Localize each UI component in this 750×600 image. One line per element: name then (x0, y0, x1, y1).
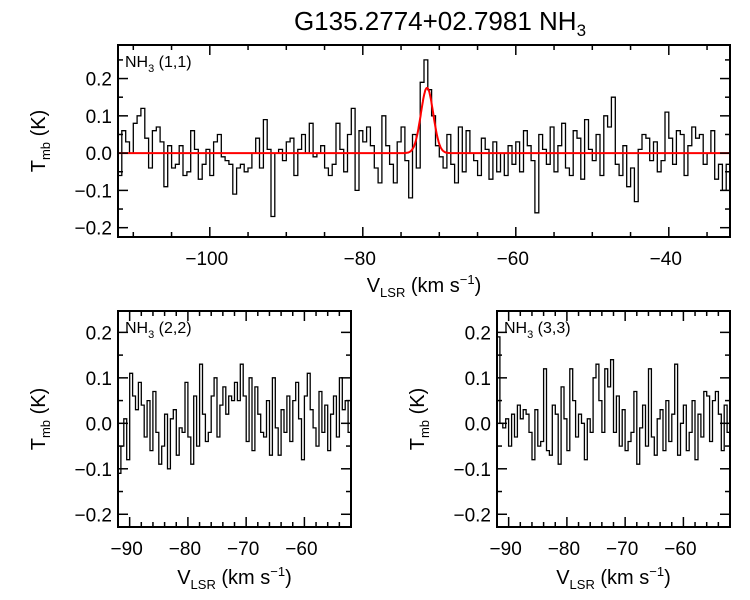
y-axis-label-sub: mb (38, 142, 53, 160)
panel-nh3-33: −90 −80 −70 −60 −0.2 −0.1 0.0 0.1 0.2 NH3 (3,3) VL… (407, 310, 731, 592)
panel-label-main: NH (125, 320, 148, 337)
x-axis-label-sup: −1 (270, 564, 285, 579)
panel-label-sub: 3 (527, 329, 533, 341)
x-axis-label: VLSR (km s−1) (367, 272, 482, 300)
y-axis-label-main: T (28, 438, 50, 450)
y-tick-label: −0.2 (74, 219, 112, 240)
y-tick-label: 0.1 (86, 369, 112, 390)
x-tick-label: −40 (650, 249, 682, 270)
x-tick-label: −80 (169, 539, 201, 560)
y-axis-label-main: T (407, 438, 429, 450)
panel-label-sub: 3 (148, 63, 154, 75)
y-axis-label: Tmb (K) (28, 388, 53, 451)
y-tick-label: 0.2 (86, 323, 112, 344)
x-axis-label-unit: (km s (595, 567, 649, 589)
x-tick-label: −100 (185, 249, 228, 270)
panel-nh3-11: −100 −80 −60 −40 −0.2 −0.1 0.0 0.1 0.2 NH3 (1,1) V… (28, 44, 731, 300)
y-tick-label: 0.2 (465, 323, 491, 344)
y-tick-label: 0.1 (465, 369, 491, 390)
x-tick-label: −60 (285, 539, 317, 560)
x-axis-label-main: V (367, 275, 381, 297)
y-axis-label-sub: mb (417, 420, 432, 438)
y-tick-label: −0.1 (74, 181, 112, 202)
x-axis-label-main: V (177, 567, 191, 589)
x-axis-label-sub: LSR (191, 577, 216, 592)
x-axis-label: VLSR (km s−1) (177, 564, 292, 592)
x-axis-label-sup: −1 (460, 272, 475, 287)
x-tick-label: −60 (664, 539, 696, 560)
y-tick-label: 0.2 (86, 70, 112, 91)
x-axis-label-main: V (556, 567, 570, 589)
y-axis-label-unit: (K) (407, 388, 429, 420)
spectrum-line (118, 363, 351, 474)
panel-label-rest: (3,3) (533, 320, 570, 337)
x-axis-label-end: ) (475, 275, 482, 297)
x-axis-label-sup: −1 (649, 564, 664, 579)
panel-label: NH3 (2,2) (125, 320, 192, 341)
x-axis-label-end: ) (285, 567, 292, 589)
figure-title: G135.2774+02.7981 NH3 (294, 6, 586, 40)
y-tick-label: −0.2 (74, 505, 112, 526)
x-axis-label-unit: (km s (216, 567, 270, 589)
panel-nh3-22: −90 −80 −70 −60 −0.2 −0.1 0.0 0.1 0.2 NH3 (2,2) VL… (28, 310, 352, 592)
x-axis-label-sub: LSR (380, 285, 405, 300)
y-tick-label: 0.0 (465, 414, 491, 435)
y-tick-label: 0.0 (86, 144, 112, 165)
y-axis-label: Tmb (K) (407, 388, 432, 451)
panel-label-sub: 3 (148, 329, 154, 341)
y-tick-label: −0.1 (453, 460, 491, 481)
y-tick-label: −0.1 (74, 460, 112, 481)
panel-label-main: NH (125, 54, 148, 71)
x-tick-label: −90 (490, 539, 522, 560)
y-tick-label: −0.2 (453, 505, 491, 526)
x-axis-label: VLSR (km s−1) (556, 564, 671, 592)
panel-label: NH3 (3,3) (504, 320, 571, 341)
x-axis-label-unit: (km s (405, 275, 459, 297)
x-tick-label: −70 (606, 539, 638, 560)
x-tick-label: −70 (227, 539, 259, 560)
x-axis-label-sub: LSR (570, 577, 595, 592)
x-tick-label: −60 (497, 249, 529, 270)
panel-label-rest: (1,1) (154, 54, 191, 71)
y-axis-label-main: T (28, 160, 50, 172)
y-axis-label-sub: mb (38, 420, 53, 438)
plot-frame (117, 44, 731, 238)
y-axis-label-unit: (K) (28, 110, 50, 142)
x-tick-label: −90 (111, 539, 143, 560)
gaussian-fit-line (118, 86, 730, 155)
x-tick-label: −80 (548, 539, 580, 560)
spectrum-line (118, 59, 730, 218)
y-tick-label: 0.1 (86, 107, 112, 128)
y-axis-label: Tmb (K) (28, 110, 53, 173)
panel-label-main: NH (504, 320, 527, 337)
spectrum-line (497, 336, 730, 465)
panel-label: NH3 (1,1) (125, 54, 192, 75)
panel-label-rest: (2,2) (154, 320, 191, 337)
x-tick-label: −80 (344, 249, 376, 270)
y-axis-label-unit: (K) (28, 388, 50, 420)
x-axis-label-end: ) (664, 567, 671, 589)
y-tick-label: 0.0 (86, 414, 112, 435)
